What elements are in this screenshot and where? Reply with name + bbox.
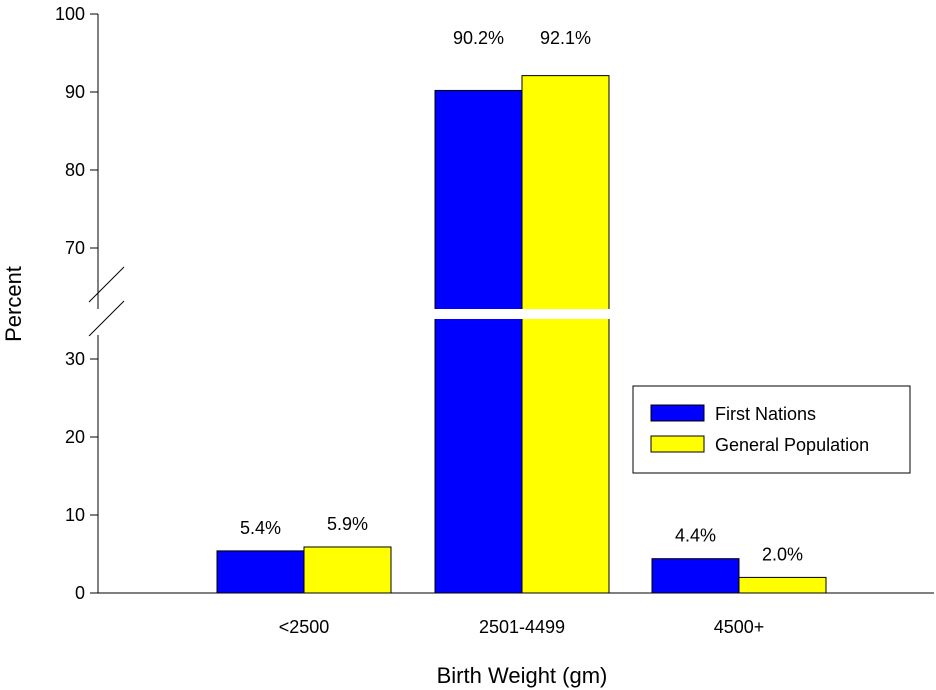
y-axis-title: Percent [1,266,26,342]
legend-swatch-general-population [650,435,705,453]
bars-group [216,75,827,594]
axes-group [88,13,934,594]
x-tick-label-2: 4500+ [714,617,765,637]
y-tick-label-20: 20 [65,427,85,447]
labels-group: 5.4% 90.2% 4.4% 5.9% 92.1% 2.0% 0 10 20 30 70 80 90 1… [55,4,803,637]
data-label-first-nations-0: 5.4% [240,518,281,538]
legend-swatch-first-nations [650,404,705,422]
x-tick-label-0: <2500 [279,617,330,637]
y-tick-label-30: 30 [65,349,85,369]
legend-label-first-nations: First Nations [715,404,816,424]
data-label-general-population-0: 5.9% [327,514,368,534]
y-tick-label-0: 0 [75,583,85,603]
x-axis-title: Birth Weight (gm) [437,663,608,688]
legend-label-general-population: General Population [715,435,869,455]
y-tick-label-90: 90 [65,82,85,102]
data-label-general-population-2: 2.0% [762,544,803,564]
y-tick-label-10: 10 [65,505,85,525]
bar-first-nations-1 [434,89,523,594]
axis-break-mask [99,309,935,319]
axis-break-gap [99,309,935,319]
data-label-first-nations-1: 90.2% [453,28,504,48]
x-tick-label-1: 2501-4499 [479,617,565,637]
axis-break-mark-lower [88,300,125,337]
legend-box [632,385,911,474]
y-tick-label-80: 80 [65,160,85,180]
legend: First Nations General Population [632,385,911,474]
y-tick-label-70: 70 [65,238,85,258]
y-tick-label-100: 100 [55,4,85,24]
bar-general-population-2 [738,576,827,594]
bar-first-nations-0 [216,550,305,594]
bar-general-population-1 [521,75,610,594]
data-label-first-nations-2: 4.4% [675,526,716,546]
data-label-general-population-1: 92.1% [540,28,591,48]
axis-break-mark-upper [88,266,125,303]
bar-first-nations-2 [651,558,740,594]
bar-general-population-0 [303,546,392,594]
